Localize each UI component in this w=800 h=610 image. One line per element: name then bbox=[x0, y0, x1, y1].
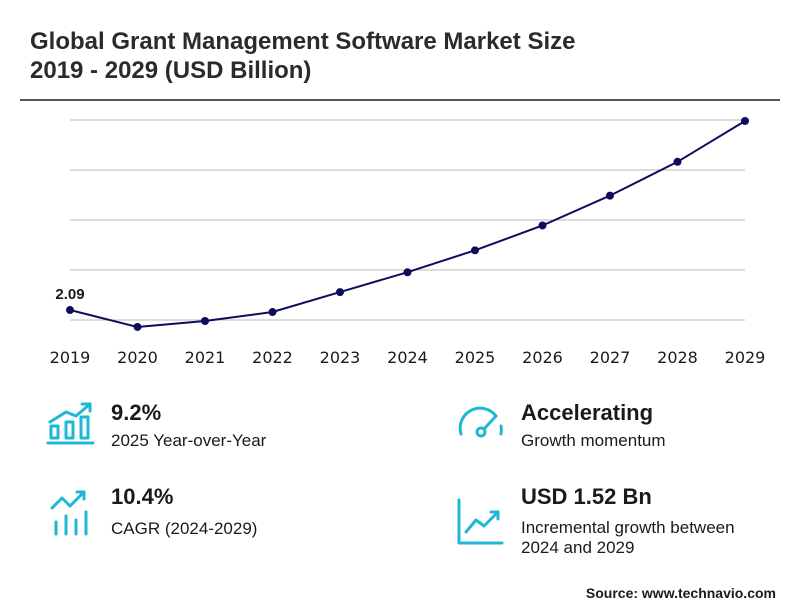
data-label-2019: 2.09 bbox=[55, 286, 84, 303]
x-tick-label-2023: 2023 bbox=[320, 348, 361, 367]
title-line-1: Global Grant Management Software Market … bbox=[30, 28, 576, 55]
data-labels: 2.09 bbox=[55, 286, 84, 303]
line-chart: 2019 2020 2021 2022 2023 2024 2025 2026 2027 2028… bbox=[50, 116, 766, 367]
stat-incremental-label: Incremental growth between 2024 and 2029 bbox=[521, 518, 735, 557]
data-point-2025 bbox=[471, 246, 479, 255]
gridlines bbox=[70, 119, 745, 321]
data-point-2019 bbox=[66, 306, 74, 315]
x-tick-label-2027: 2027 bbox=[590, 348, 631, 367]
data-point-2028 bbox=[673, 157, 682, 166]
x-tick-label-2026: 2026 bbox=[522, 348, 563, 367]
data-points bbox=[66, 116, 749, 331]
title-line-2: 2019 - 2029 (USD Billion) bbox=[30, 57, 312, 84]
stat-cagr-value: 10.4% bbox=[111, 484, 174, 509]
stat-cagr-label: CAGR (2024-2029) bbox=[111, 519, 258, 538]
x-tick-label-2025: 2025 bbox=[455, 348, 496, 367]
x-tick-label-2024: 2024 bbox=[387, 348, 428, 367]
source-credit: Source: www.technavio.com bbox=[585, 585, 776, 601]
data-point-2029 bbox=[741, 116, 749, 125]
title-divider bbox=[20, 99, 780, 101]
data-point-2027 bbox=[606, 191, 614, 200]
chart-title: Global Grant Management Software Market … bbox=[30, 27, 750, 85]
data-point-2021 bbox=[201, 316, 209, 325]
data-point-2023 bbox=[336, 288, 344, 297]
data-point-2020 bbox=[133, 322, 142, 331]
series-line-group bbox=[69, 120, 746, 329]
gauge-icon bbox=[458, 406, 503, 438]
stat-yoy-value: 9.2% bbox=[111, 400, 162, 425]
x-tick-labels: 2019 2020 2021 2022 2023 2024 2025 2026 2027 2028… bbox=[50, 348, 766, 367]
x-tick-label-2029: 2029 bbox=[725, 348, 766, 367]
stat-momentum-value: Accelerating bbox=[521, 400, 654, 425]
x-tick-label-2019: 2019 bbox=[50, 348, 91, 367]
incremental-chart-icon bbox=[457, 498, 504, 545]
data-point-2026 bbox=[538, 221, 547, 230]
x-tick-label-2022: 2022 bbox=[252, 348, 293, 367]
stat-yoy-label: 2025 Year-over-Year bbox=[111, 431, 267, 450]
series-line bbox=[69, 120, 746, 329]
data-point-2022 bbox=[268, 308, 277, 317]
data-point-2024 bbox=[403, 268, 412, 277]
x-tick-label-2020: 2020 bbox=[117, 348, 158, 367]
stat-incremental-value: USD 1.52 Bn bbox=[521, 484, 652, 509]
stat-momentum-label: Growth momentum bbox=[521, 431, 666, 450]
cagr-trend-icon bbox=[50, 490, 88, 536]
x-tick-label-2021: 2021 bbox=[185, 348, 226, 367]
x-tick-label-2028: 2028 bbox=[657, 348, 698, 367]
bar-growth-icon bbox=[46, 402, 95, 445]
